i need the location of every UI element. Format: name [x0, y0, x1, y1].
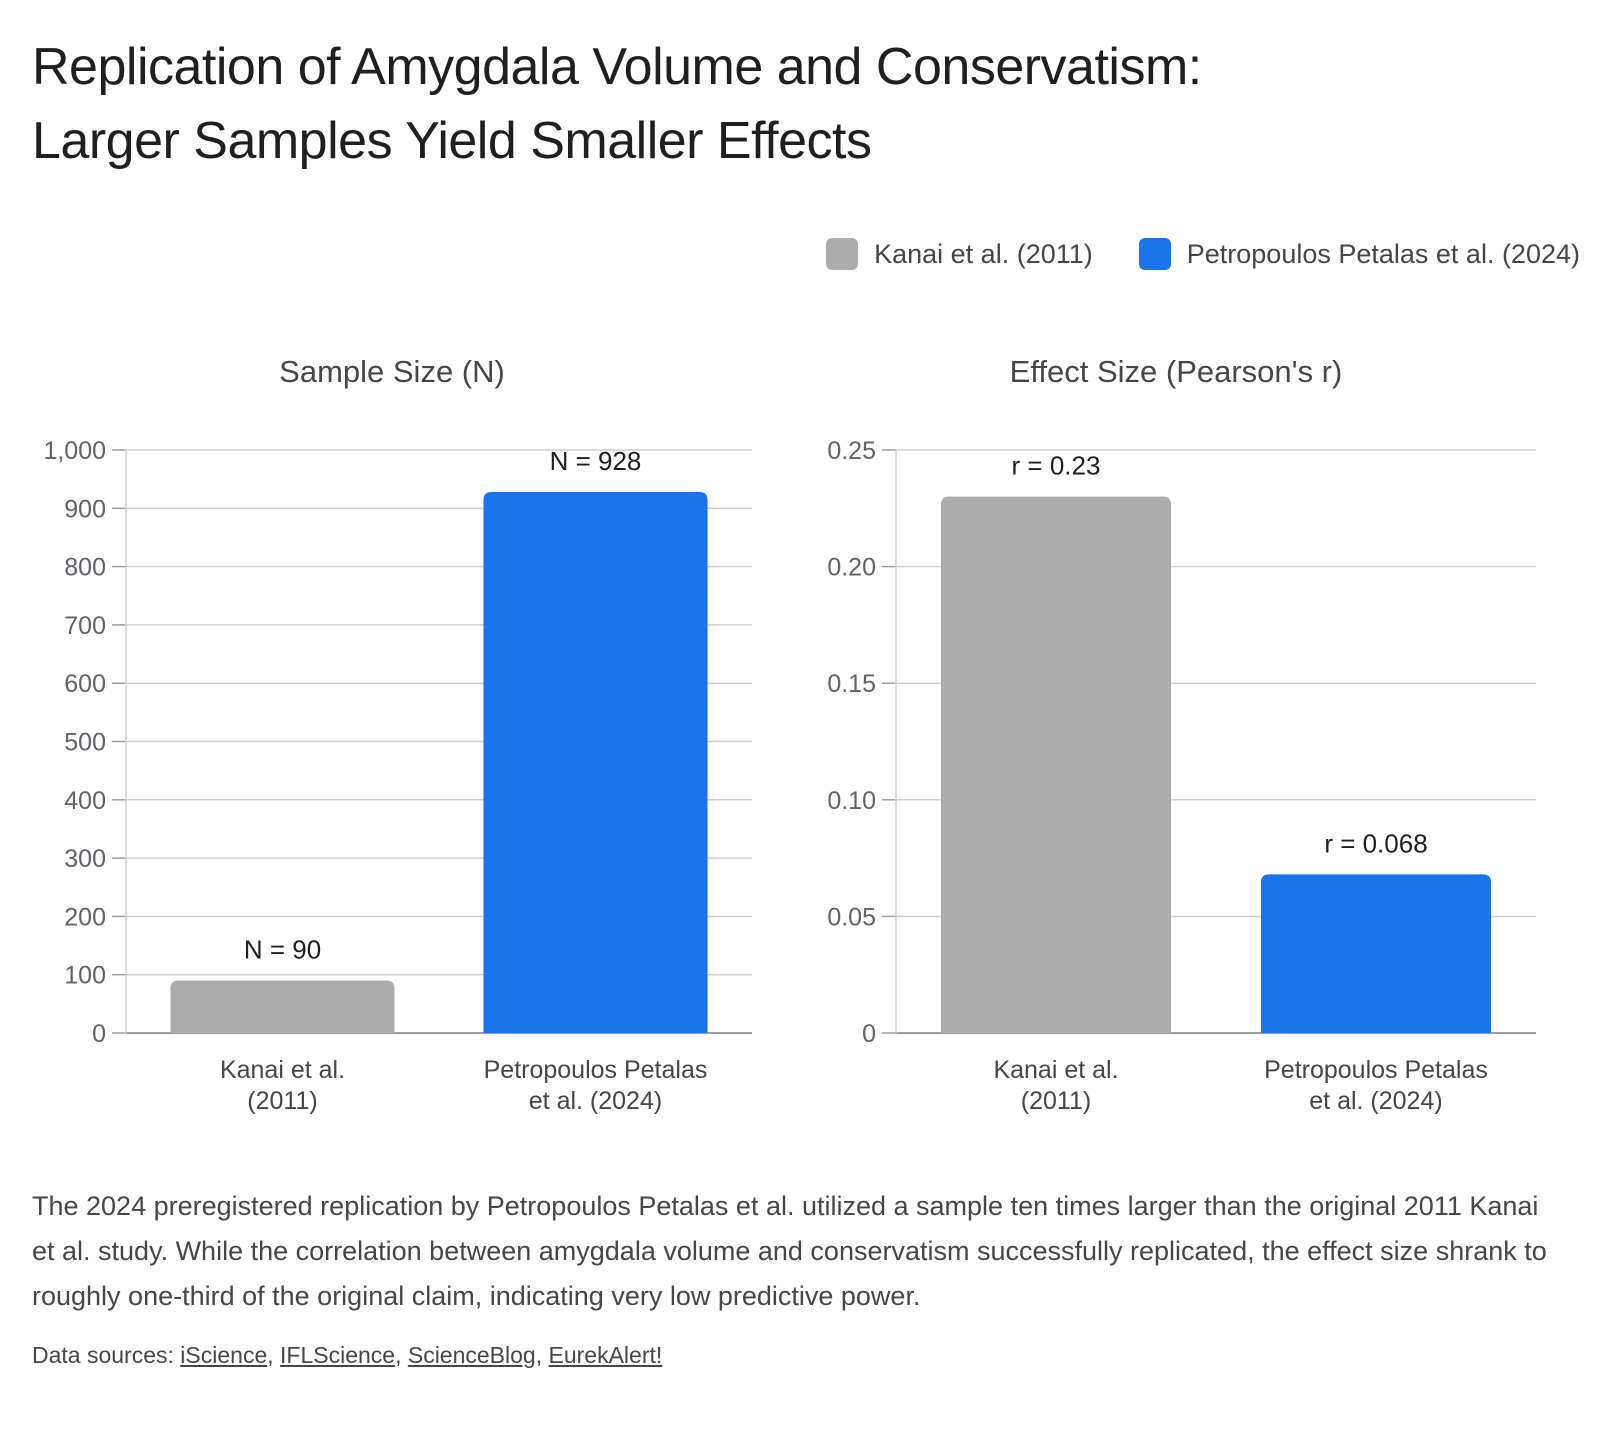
- charts-area: Sample Size (N) 0 100 200 300 400 500 600 700 800…: [43, 354, 1536, 1115]
- legend-swatch-kanai: [826, 238, 859, 270]
- title-line-1: Replication of Amygdala Volume and Conse…: [32, 38, 1202, 96]
- legend-label-petropoulos: Petropoulos Petalas et al. (2024): [1186, 238, 1580, 269]
- sources-prefix: Data sources:: [32, 1342, 181, 1368]
- source-link-iscience[interactable]: iScience: [180, 1342, 268, 1368]
- effect-size-y-tick-label: 0.20: [827, 554, 876, 582]
- source-link-scienceblog[interactable]: ScienceBlog: [407, 1342, 536, 1368]
- sample-size-y-tick-label: 900: [64, 495, 106, 523]
- data-sources: Data sources: iScience, IFLScience, Scie…: [32, 1342, 663, 1368]
- sample-size-y-tick-label: 1,000: [43, 437, 106, 465]
- legend-item-petropoulos: Petropoulos Petalas et al. (2024): [1138, 238, 1580, 270]
- sample-size-data-label-2: N = 928: [550, 446, 642, 476]
- effect-size-data-label-1: r = 0.23: [1012, 451, 1101, 481]
- sample-size-y-tick-label: 200: [64, 903, 106, 931]
- sample-size-x-tick-label: Petropoulos Petalas: [484, 1056, 708, 1084]
- sample-size-data-label-1: N = 90: [244, 935, 321, 965]
- sample-size-y-tick-label: 800: [64, 554, 106, 582]
- effect-size-y-tick-label: 0.25: [827, 437, 876, 465]
- sample-size-x-tick-label: et al. (2024): [529, 1087, 662, 1115]
- title-line-2: Larger Samples Yield Smaller Effects: [32, 112, 872, 170]
- sample-size-x-tick-label: (2011): [247, 1087, 317, 1115]
- sample-size-x-tick-label: Kanai et al.: [220, 1056, 345, 1084]
- effect-size-chart-title: Effect Size (Pearson's r): [1010, 354, 1343, 389]
- effect-size-bar-2: [1261, 874, 1491, 1033]
- sample-size-chart-title: Sample Size (N): [279, 354, 505, 389]
- sample-size-bar-2: [483, 491, 708, 1033]
- effect-size-y-tick-label: 0: [862, 1020, 876, 1048]
- sample-size-bar-1: [170, 980, 395, 1033]
- effect-size-bar-1: [941, 496, 1171, 1033]
- sample-size-y-tick-label: 600: [64, 670, 106, 698]
- effect-size-x-tick-label: (2011): [1021, 1087, 1091, 1115]
- source-link-eurekalert[interactable]: EurekAlert!: [548, 1342, 663, 1368]
- effect-size-y-tick-label: 0.05: [827, 903, 876, 931]
- legend-swatch-petropoulos: [1138, 238, 1171, 270]
- sample-size-y-tick-label: 700: [64, 612, 106, 640]
- sample-size-y-tick-label: 500: [64, 729, 106, 757]
- effect-size-data-label-2: r = 0.068: [1324, 828, 1427, 858]
- description: The 2024 preregistered replication by Pe…: [32, 1191, 1547, 1311]
- effect-size-x-tick-label: et al. (2024): [1309, 1087, 1442, 1115]
- sample-size-y-tick-label: 400: [64, 787, 106, 815]
- legend: Kanai et al. (2011) Petropoulos Petalas …: [780, 238, 1580, 270]
- sample-size-y-tick-label: 0: [92, 1020, 106, 1048]
- chart-title: Replication of Amygdala Volume and Conse…: [32, 30, 1552, 178]
- legend-item-kanai: Kanai et al. (2011): [826, 238, 1093, 270]
- effect-size-y-tick-label: 0.10: [827, 787, 876, 815]
- effect-size-x-tick-label: Petropoulos Petalas: [1264, 1056, 1488, 1084]
- legend-label-kanai: Kanai et al. (2011): [874, 238, 1093, 269]
- effect-size-y-tick-label: 0.15: [827, 670, 876, 698]
- sample-size-y-tick-label: 100: [64, 962, 106, 990]
- source-link-iflscience[interactable]: IFLScience: [280, 1342, 396, 1368]
- sample-size-y-tick-label: 300: [64, 845, 106, 873]
- effect-size-x-tick-label: Kanai et al.: [993, 1056, 1118, 1084]
